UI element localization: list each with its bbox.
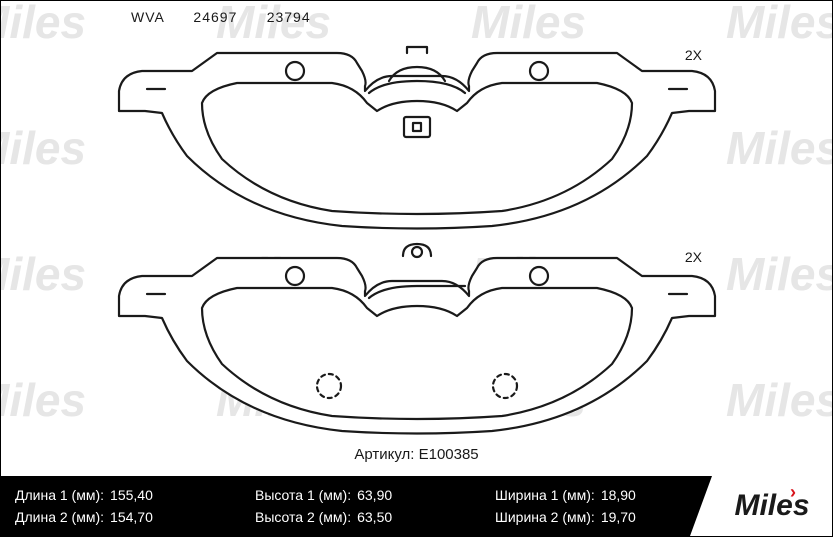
spec-width-2: Ширина 2 (мм): 19,70: [495, 509, 695, 525]
brand-logo-text: Miles›: [734, 489, 809, 523]
article-value: E100385: [419, 446, 479, 463]
spec-length-1: Длина 1 (мм): 155,40: [15, 487, 215, 503]
article-line: Артикул: E100385: [1, 446, 832, 463]
wva-code-0: 24697: [193, 9, 237, 25]
spec-width-1: Ширина 1 (мм): 18,90: [495, 487, 695, 503]
brand-logo: Miles›: [712, 476, 832, 536]
spec-height-1: Высота 1 (мм): 63,90: [255, 487, 455, 503]
brake-pad-bottom-diagram: [107, 246, 727, 446]
content: WVA 24697 23794 2X 2X: [1, 1, 832, 536]
wva-code-1: 23794: [267, 9, 311, 25]
spec-height-2: Высота 2 (мм): 63,50: [255, 509, 455, 525]
brake-pad-top-diagram: [107, 41, 727, 241]
wva-label: WVA: [131, 9, 164, 25]
wva-codes: WVA 24697 23794: [131, 9, 311, 25]
spec-length-2: Длина 2 (мм): 154,70: [15, 509, 215, 525]
article-label: Артикул:: [354, 446, 414, 463]
